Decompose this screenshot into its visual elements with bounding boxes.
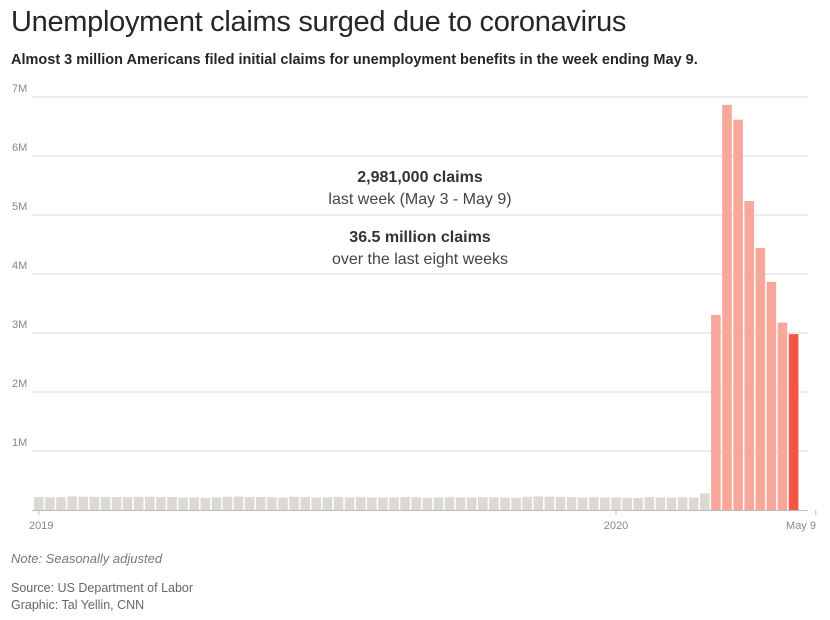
bar [45, 497, 55, 510]
bar [777, 322, 788, 510]
bar [278, 497, 288, 510]
bar [522, 496, 532, 510]
bar [244, 497, 255, 510]
bar [611, 497, 621, 510]
chart-subtitle: Almost 3 million Americans filed initial… [11, 52, 698, 68]
annotations: 2,981,000 claims last week (May 3 - May 9… [328, 169, 511, 268]
bar [256, 496, 266, 510]
bar [577, 497, 588, 510]
bar [500, 497, 510, 510]
bar [100, 497, 111, 510]
bar [133, 496, 144, 510]
bar [67, 496, 77, 510]
bar [755, 247, 766, 510]
bar [700, 493, 710, 510]
y-tick-label: 6M [12, 142, 27, 154]
bar [34, 497, 44, 510]
bar [167, 496, 177, 510]
chart-title: Unemployment claims surged due to corona… [11, 6, 627, 38]
y-tick-label: 7M [12, 83, 27, 95]
bar [633, 497, 643, 510]
bar [322, 497, 333, 510]
bar [455, 497, 466, 510]
credit-line: Graphic: Tal Yellin, CNN [11, 598, 145, 612]
bar [489, 497, 499, 510]
bar [378, 497, 388, 510]
bar [333, 497, 344, 510]
bar [189, 497, 199, 510]
bars [34, 104, 799, 511]
bar [311, 497, 322, 510]
bar-chart: 1M 2M 3M 4M 5M 6M 7M 2,981,000 claims last week… [12, 83, 817, 532]
annotation-headline: 36.5 million claims [349, 229, 491, 246]
bar [666, 497, 677, 510]
bar [56, 497, 66, 510]
bar [89, 496, 100, 510]
bar [145, 496, 155, 510]
bar [733, 119, 743, 510]
bar [677, 497, 688, 510]
bar [655, 497, 666, 510]
bar [478, 497, 488, 510]
y-tick-label: 1M [12, 437, 27, 449]
bar [533, 496, 544, 510]
y-tick-label: 5M [12, 201, 27, 213]
bar [78, 496, 88, 510]
bar [355, 497, 366, 510]
bar [555, 496, 566, 510]
bar [344, 497, 355, 510]
bar [566, 497, 577, 510]
bar [444, 497, 455, 510]
bar [722, 104, 732, 511]
bar [589, 497, 599, 510]
annotation-headline: 2,981,000 claims [357, 169, 483, 186]
bar [688, 497, 699, 510]
bar [411, 497, 421, 510]
bar [422, 497, 433, 510]
y-tick-label: 2M [12, 378, 27, 390]
bar [211, 497, 222, 510]
source-credit: Source: US Department of Labor Graphic: … [11, 580, 193, 614]
bar [622, 497, 632, 510]
bar [466, 497, 477, 510]
bar [289, 496, 299, 510]
bar [178, 497, 188, 510]
bar [711, 314, 721, 510]
x-axis: 2019 2020 May 9 [29, 510, 817, 532]
bar [233, 496, 244, 510]
bar [367, 497, 377, 510]
bar [200, 497, 211, 510]
x-tick-label: May 9 [786, 520, 816, 532]
bar [511, 497, 521, 510]
bar [111, 497, 122, 510]
y-tick-label: 4M [12, 260, 27, 272]
chart-note: Note: Seasonally adjusted [11, 551, 163, 566]
y-tick-label: 3M [12, 319, 27, 331]
source-line: Source: US Department of Labor [11, 581, 194, 595]
bar [400, 497, 410, 510]
bar [788, 334, 799, 510]
annotation-detail: last week (May 3 - May 9) [328, 191, 511, 208]
x-tick-label: 2020 [604, 520, 628, 532]
x-tick-label: 2019 [29, 520, 53, 532]
bar [267, 497, 277, 510]
bar [122, 497, 133, 510]
bar [744, 201, 754, 510]
bar [766, 281, 777, 510]
bar [433, 497, 444, 510]
bar [300, 497, 310, 510]
bar [222, 496, 233, 510]
gridlines: 1M 2M 3M 4M 5M 6M 7M [12, 83, 808, 452]
bar [600, 497, 610, 510]
bar [644, 497, 655, 510]
bar [544, 496, 555, 510]
annotation-detail: over the last eight weeks [332, 251, 508, 268]
bar [389, 497, 399, 510]
bar [156, 497, 166, 510]
